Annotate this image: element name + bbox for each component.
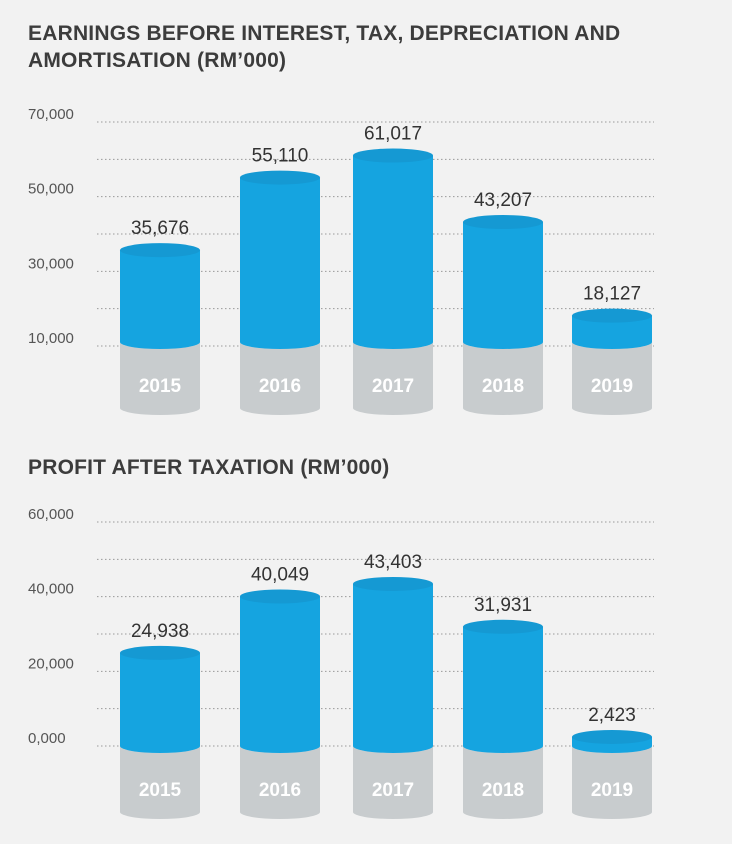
profit-year-label: 2019: [591, 780, 633, 801]
ebitda-bar-top: [240, 170, 320, 185]
profit-bar-2019: [572, 729, 652, 819]
profit-value-label: 24,938: [131, 621, 189, 642]
ebitda-bar-body: [463, 222, 543, 349]
profit-bar-base: [572, 746, 652, 819]
ebitda-value-label: 18,127: [583, 284, 641, 305]
ebitda-bar-body: [572, 315, 652, 349]
ebitda-ytick-label: 50,000: [28, 181, 74, 198]
ebitda-year-label: 2016: [259, 376, 301, 397]
ebitda-bar-body: [120, 250, 200, 349]
ebitda-ytick-label: 10,000: [28, 330, 74, 347]
profit-bar-top: [572, 729, 652, 744]
ebitda-value-label: 35,676: [131, 218, 189, 239]
profit-value-label: 31,931: [474, 595, 532, 616]
profit-bar-body: [463, 626, 543, 753]
profit-bar-base: [463, 746, 543, 819]
profit-ytick-label: 60,000: [28, 506, 74, 523]
ebitda-value-label: 61,017: [364, 124, 422, 145]
ebitda-bar-body: [353, 155, 433, 349]
profit-bar-body: [240, 596, 320, 753]
ebitda-value-label: 43,207: [474, 190, 532, 211]
profit-bar-base: [120, 746, 200, 819]
ebitda-bar-base: [120, 342, 200, 415]
ebitda-bar-2019: [572, 308, 652, 415]
profit-bar-body: [353, 583, 433, 753]
ebitda-value-label: 55,110: [252, 146, 309, 167]
ebitda-bar-base: [572, 342, 652, 415]
profit-year-label: 2018: [482, 780, 524, 801]
ebitda-bar-2018: [463, 215, 543, 415]
ebitda-bar-top: [572, 308, 652, 323]
ebitda-bar-body: [240, 177, 320, 349]
profit-chart: 0,000 20,000 40,000 60,000 24,938 2015 40,049 2…: [28, 506, 654, 819]
ebitda-bar-base: [463, 342, 543, 415]
profit-bar-2018: [463, 619, 543, 819]
profit-bar-2016: [240, 589, 320, 819]
profit-year-label: 2016: [259, 780, 301, 801]
profit-bar-top: [353, 576, 433, 591]
profit-ytick-label: 40,000: [28, 581, 74, 598]
profit-bar-top: [240, 589, 320, 604]
profit-bar-base: [240, 746, 320, 819]
ebitda-year-label: 2018: [482, 376, 524, 397]
profit-ytick-label: 0,000: [28, 730, 66, 747]
ebitda-year-label: 2015: [139, 376, 182, 397]
profit-bar-base: [353, 746, 433, 819]
ebitda-bar-2017: [353, 148, 433, 415]
ebitda-bar-top: [120, 243, 200, 258]
profit-ytick-label: 20,000: [28, 655, 74, 672]
profit-bar-2015: [120, 645, 200, 819]
profit-bar-body: [120, 652, 200, 753]
ebitda-year-label: 2017: [372, 376, 414, 397]
profit-value-label: 43,403: [364, 552, 422, 573]
profit-value-label: 2,423: [588, 705, 636, 726]
ebitda-ytick-label: 30,000: [28, 255, 74, 272]
ebitda-ytick-label: 70,000: [28, 106, 74, 123]
profit-year-label: 2017: [372, 780, 414, 801]
ebitda-chart-title: EARNINGS BEFORE INTEREST, TAX, DEPRECIAT…: [28, 22, 621, 72]
profit-bar-top: [120, 645, 200, 660]
profit-chart-title: PROFIT AFTER TAXATION (RM’000): [28, 456, 390, 479]
profit-bar-top: [463, 619, 543, 634]
ebitda-bar-top: [463, 215, 543, 230]
ebitda-bar-2016: [240, 170, 320, 415]
profit-year-label: 2015: [139, 780, 182, 801]
ebitda-chart: 10,000 30,000 50,000 70,000 35,676 2015 55,110…: [28, 106, 654, 415]
ebitda-year-label: 2019: [591, 376, 633, 397]
ebitda-bar-base: [240, 342, 320, 415]
ebitda-bar-base: [353, 342, 433, 415]
ebitda-bar-top: [353, 148, 433, 163]
profit-bar-2017: [353, 576, 433, 819]
ebitda-bar-2015: [120, 243, 200, 415]
profit-value-label: 40,049: [251, 564, 309, 585]
